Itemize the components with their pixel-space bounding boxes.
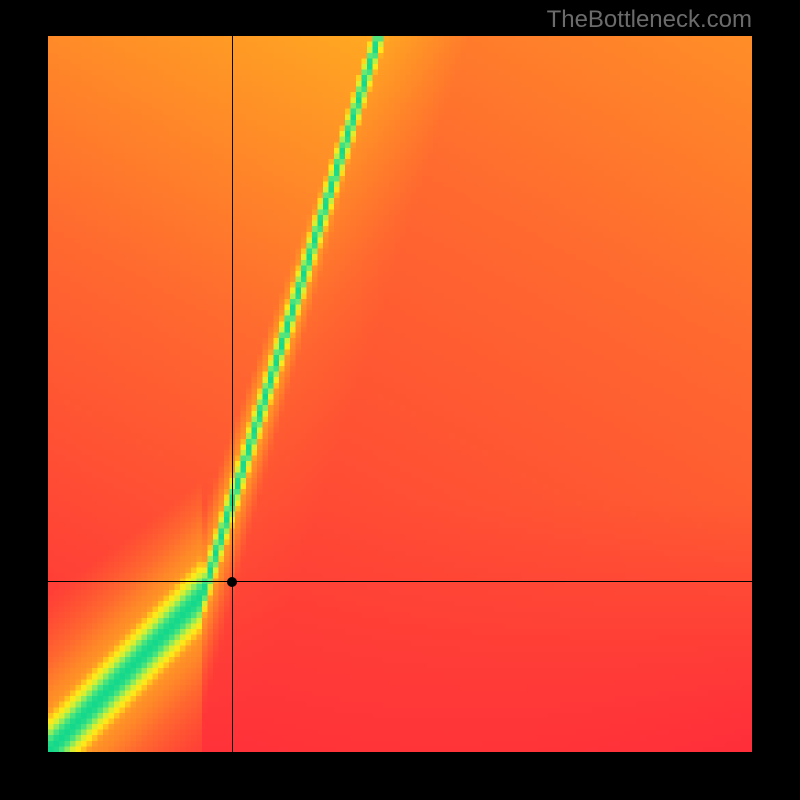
watermark-text: TheBottleneck.com: [547, 6, 752, 34]
crosshair-vertical: [232, 36, 233, 752]
crosshair-dot: [227, 577, 237, 587]
chart-container: TheBottleneck.com: [0, 0, 800, 800]
heatmap-canvas: [48, 36, 752, 752]
crosshair-horizontal: [48, 581, 752, 582]
